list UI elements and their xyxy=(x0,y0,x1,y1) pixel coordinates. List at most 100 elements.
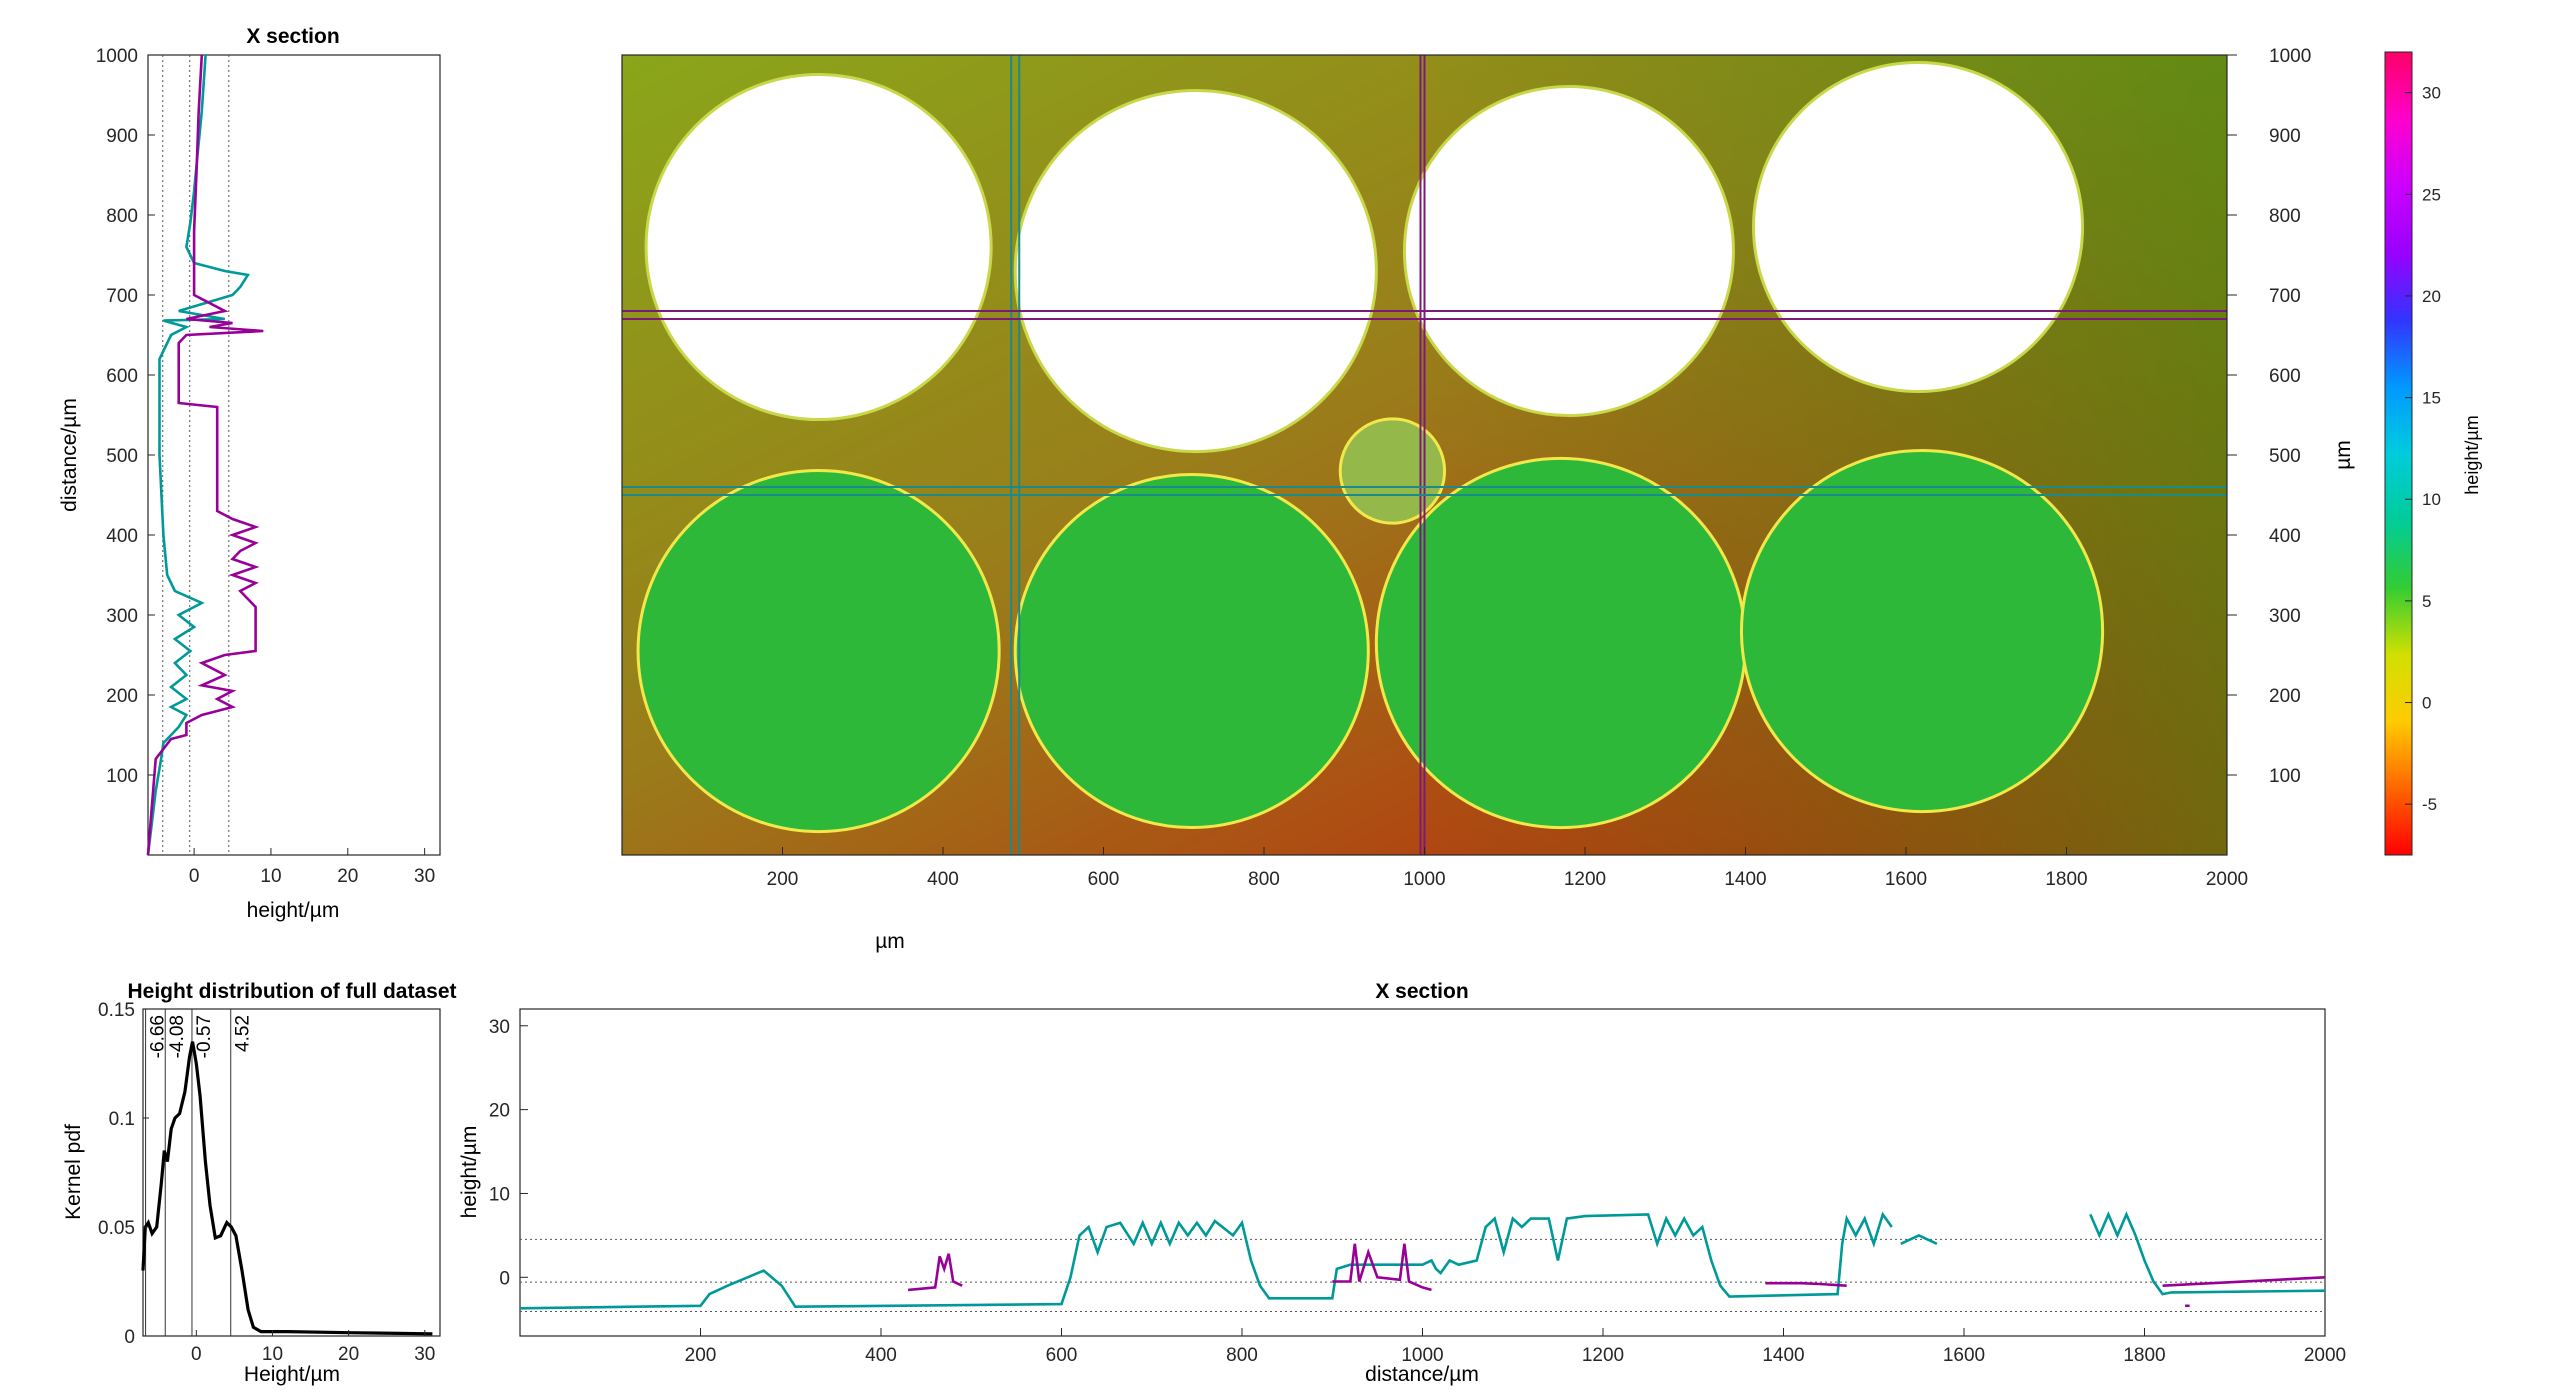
y-tick-label: 700 xyxy=(106,286,138,307)
height-map-y-ticks: 100 200 300 400 500 600 700 800 900 1000 xyxy=(2227,46,2311,787)
left-profile-y-label: distance/µm xyxy=(58,398,81,512)
y-tick-label: 200 xyxy=(106,686,138,707)
series-1-segment-1 xyxy=(1332,1243,1432,1292)
colorbar-tick-label: 0 xyxy=(2422,694,2431,713)
y-tick-label: 100 xyxy=(106,766,138,787)
feature-circle-0 xyxy=(644,72,993,422)
x-tick-label: 600 xyxy=(1046,1345,1078,1366)
y-tick-label: 300 xyxy=(106,606,138,627)
x-tick-label: 800 xyxy=(1248,869,1280,890)
y-tick-label: 10 xyxy=(489,1184,510,1205)
x-tick-label: 1600 xyxy=(1885,869,1927,890)
x-tick-label: 2000 xyxy=(2206,869,2248,890)
distribution-markers: -6.66-4.08 -0.57 4.52 xyxy=(145,1009,254,1336)
y-tick-label: 0.05 xyxy=(98,1218,135,1239)
y-tick-label: 600 xyxy=(106,366,138,387)
distribution-panel: Height distribution of full dataset -6.6… xyxy=(62,980,457,1386)
colorbar-gradient xyxy=(2384,51,2413,856)
y-tick-label: 800 xyxy=(2269,206,2301,227)
bottom-profile-x-ticks: 200 400 600 800 1000 1200 1400 1600 1800 2000 xyxy=(685,1328,2346,1366)
left-profile-series xyxy=(146,54,264,856)
colorbar-tick-label: 10 xyxy=(2422,490,2441,509)
x-tick-label: 1400 xyxy=(1724,869,1766,890)
left-profile-x-label: height/µm xyxy=(247,899,340,922)
y-tick-label: 0.1 xyxy=(109,1109,135,1130)
y-tick-label: 400 xyxy=(2269,526,2301,547)
x-tick-label: 1600 xyxy=(1943,1345,1985,1366)
kde-line-0 xyxy=(141,1041,433,1336)
x-tick-label: 30 xyxy=(414,866,435,887)
feature-circle-5 xyxy=(636,468,1001,834)
distribution-y-label: Kernel pdf xyxy=(62,1124,85,1220)
bottom-profile-y-ticks: 0 10 20 30 xyxy=(489,1017,528,1289)
distribution-title: Height distribution of full dataset xyxy=(128,980,457,1003)
feature-circle-1 xyxy=(1013,88,1378,454)
x-tick-label: 30 xyxy=(414,1344,435,1365)
colorbar-tick-label: -5 xyxy=(2422,795,2437,814)
series-line-0 xyxy=(146,54,251,856)
height-map-features xyxy=(636,60,2105,834)
x-tick-label: 400 xyxy=(927,869,959,890)
y-tick-label: 1000 xyxy=(2269,46,2311,67)
left-profile-panel: X section 0 10 20 30 100 200 300 400 500 600 700 8… xyxy=(58,25,441,922)
left-profile-y-ticks: 100 200 300 400 500 600 700 800 900 1000 xyxy=(96,46,155,787)
x-tick-label: 1800 xyxy=(2045,869,2087,890)
left-profile-title: X section xyxy=(246,25,339,48)
marker-label-0: -6.66 xyxy=(148,1015,169,1058)
y-tick-label: 0 xyxy=(499,1268,510,1289)
height-map-x-label: µm xyxy=(875,930,905,953)
y-tick-label: 200 xyxy=(2269,686,2301,707)
x-tick-label: 20 xyxy=(338,1344,359,1365)
x-tick-label: 200 xyxy=(767,869,799,890)
height-map-y-label: µm xyxy=(2332,440,2355,470)
colorbar-tick-label: 20 xyxy=(2422,287,2441,306)
bottom-profile-title: X section xyxy=(1375,980,1468,1003)
left-profile-x-ticks: 0 10 20 30 xyxy=(189,848,435,887)
y-tick-label: 0.15 xyxy=(98,1000,135,1021)
colorbar-tick-label: 30 xyxy=(2422,84,2441,103)
height-map-panel: 200 400 600 800 1000 1200 1400 1600 1800 2000 100… xyxy=(621,46,2482,953)
x-tick-label: 400 xyxy=(865,1345,897,1366)
series-0-segment-1 xyxy=(1900,1233,1938,1245)
series-1-segment-0 xyxy=(907,1253,963,1292)
colorbar-ticks: -5 0 5 10 15 20 25 30 xyxy=(2405,84,2441,814)
feature-circle-2 xyxy=(1402,84,1735,418)
bottom-profile-y-label: height/µm xyxy=(458,1126,481,1219)
x-tick-label: 1400 xyxy=(1762,1345,1804,1366)
colorbar: -5 0 5 10 15 20 25 30 height/µm xyxy=(2384,51,2482,856)
x-tick-label: 10 xyxy=(260,866,281,887)
y-tick-label: 20 xyxy=(489,1101,510,1122)
y-tick-label: 30 xyxy=(489,1017,510,1038)
feature-circle-8 xyxy=(1739,448,2105,814)
y-tick-label: 600 xyxy=(2269,366,2301,387)
distribution-series xyxy=(141,1041,433,1336)
distribution-x-label: Height/µm xyxy=(244,1363,340,1386)
feature-circle-3 xyxy=(1752,60,2085,394)
height-map-section-lines xyxy=(622,55,2227,855)
bottom-profile-panel: X section 200 400 600 800 1000 1200 1400 1600 18… xyxy=(458,980,2346,1386)
y-tick-label: 900 xyxy=(2269,126,2301,147)
series-line-1 xyxy=(146,54,264,856)
marker-label-2: -0.57 xyxy=(194,1015,215,1058)
x-tick-label: 1000 xyxy=(1401,1345,1443,1366)
x-tick-label: 1200 xyxy=(1582,1345,1624,1366)
x-tick-label: 1000 xyxy=(1403,869,1445,890)
x-tick-label: 600 xyxy=(1088,869,1120,890)
colorbar-tick-label: 25 xyxy=(2422,185,2441,204)
feature-circle-7 xyxy=(1374,456,1748,830)
y-tick-label: 400 xyxy=(106,526,138,547)
y-tick-label: 900 xyxy=(106,126,138,147)
x-tick-label: 1800 xyxy=(2123,1345,2165,1366)
x-tick-label: 10 xyxy=(262,1344,283,1365)
x-tick-label: 200 xyxy=(685,1345,717,1366)
colorbar-tick-label: 5 xyxy=(2422,592,2431,611)
colorbar-label: height/µm xyxy=(2462,415,2482,494)
series-1-segment-2 xyxy=(1765,1281,1847,1287)
distribution-x-ticks: 0 10 20 30 xyxy=(191,1330,435,1365)
bottom-profile-reference-lines xyxy=(520,1238,2325,1313)
x-tick-label: 0 xyxy=(189,866,200,887)
y-tick-label: 1000 xyxy=(96,46,138,67)
y-tick-label: 800 xyxy=(106,206,138,227)
series-1-segment-4 xyxy=(2162,1276,2326,1287)
